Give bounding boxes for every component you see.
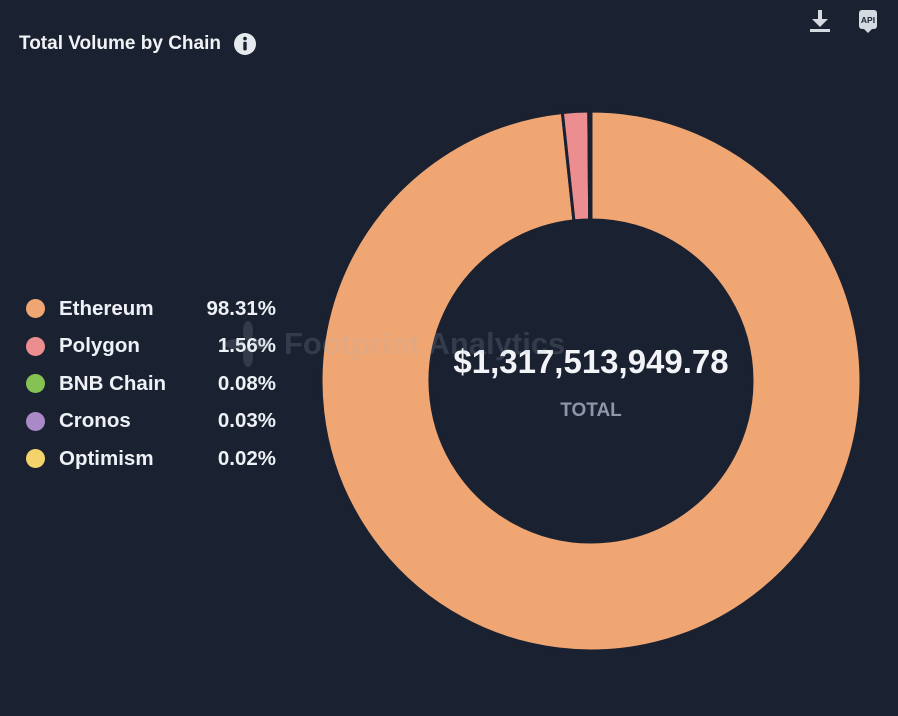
api-icon-label: API [861,15,875,25]
total-label: TOTAL [560,400,622,421]
api-icon[interactable]: API [855,8,881,34]
legend-label: BNB Chain [59,371,167,395]
legend-dot [26,449,45,469]
total-value: $1,317,513,949.78 [453,343,728,380]
legend-label: Polygon [59,334,140,358]
legend-item-bnb-chain[interactable]: BNB Chain 0.08% [26,365,276,403]
legend-label: Optimism [59,446,154,470]
chart-title: Total Volume by Chain [19,33,221,54]
legend-percent: 0.03% [217,409,276,433]
chart-title-bar: Total Volume by Chain [19,32,257,56]
legend-percent: 0.08% [217,371,276,395]
legend-item-cronos[interactable]: Cronos 0.03% [26,403,276,441]
slice-ethereum[interactable] [319,109,863,653]
chart-actions: API [807,8,881,34]
legend-dot [26,374,45,394]
legend-item-optimism[interactable]: Optimism 0.02% [26,440,276,478]
legend-dot [26,411,45,431]
info-icon[interactable] [233,32,257,56]
legend-percent: 98.31% [206,296,276,320]
legend-dot [26,299,45,319]
legend-item-polygon[interactable]: Polygon 1.56% [26,328,276,366]
legend-percent: 1.56% [217,334,276,358]
download-icon[interactable] [807,8,833,34]
legend-item-ethereum[interactable]: Ethereum 98.31% [26,290,276,328]
legend-label: Ethereum [59,296,154,320]
legend-percent: 0.02% [217,446,276,470]
donut-slices [319,109,863,653]
legend-label: Cronos [59,409,131,433]
chart-legend: Ethereum 98.31% Polygon 1.56% BNB Chain … [26,290,276,478]
legend-dot [26,336,45,356]
